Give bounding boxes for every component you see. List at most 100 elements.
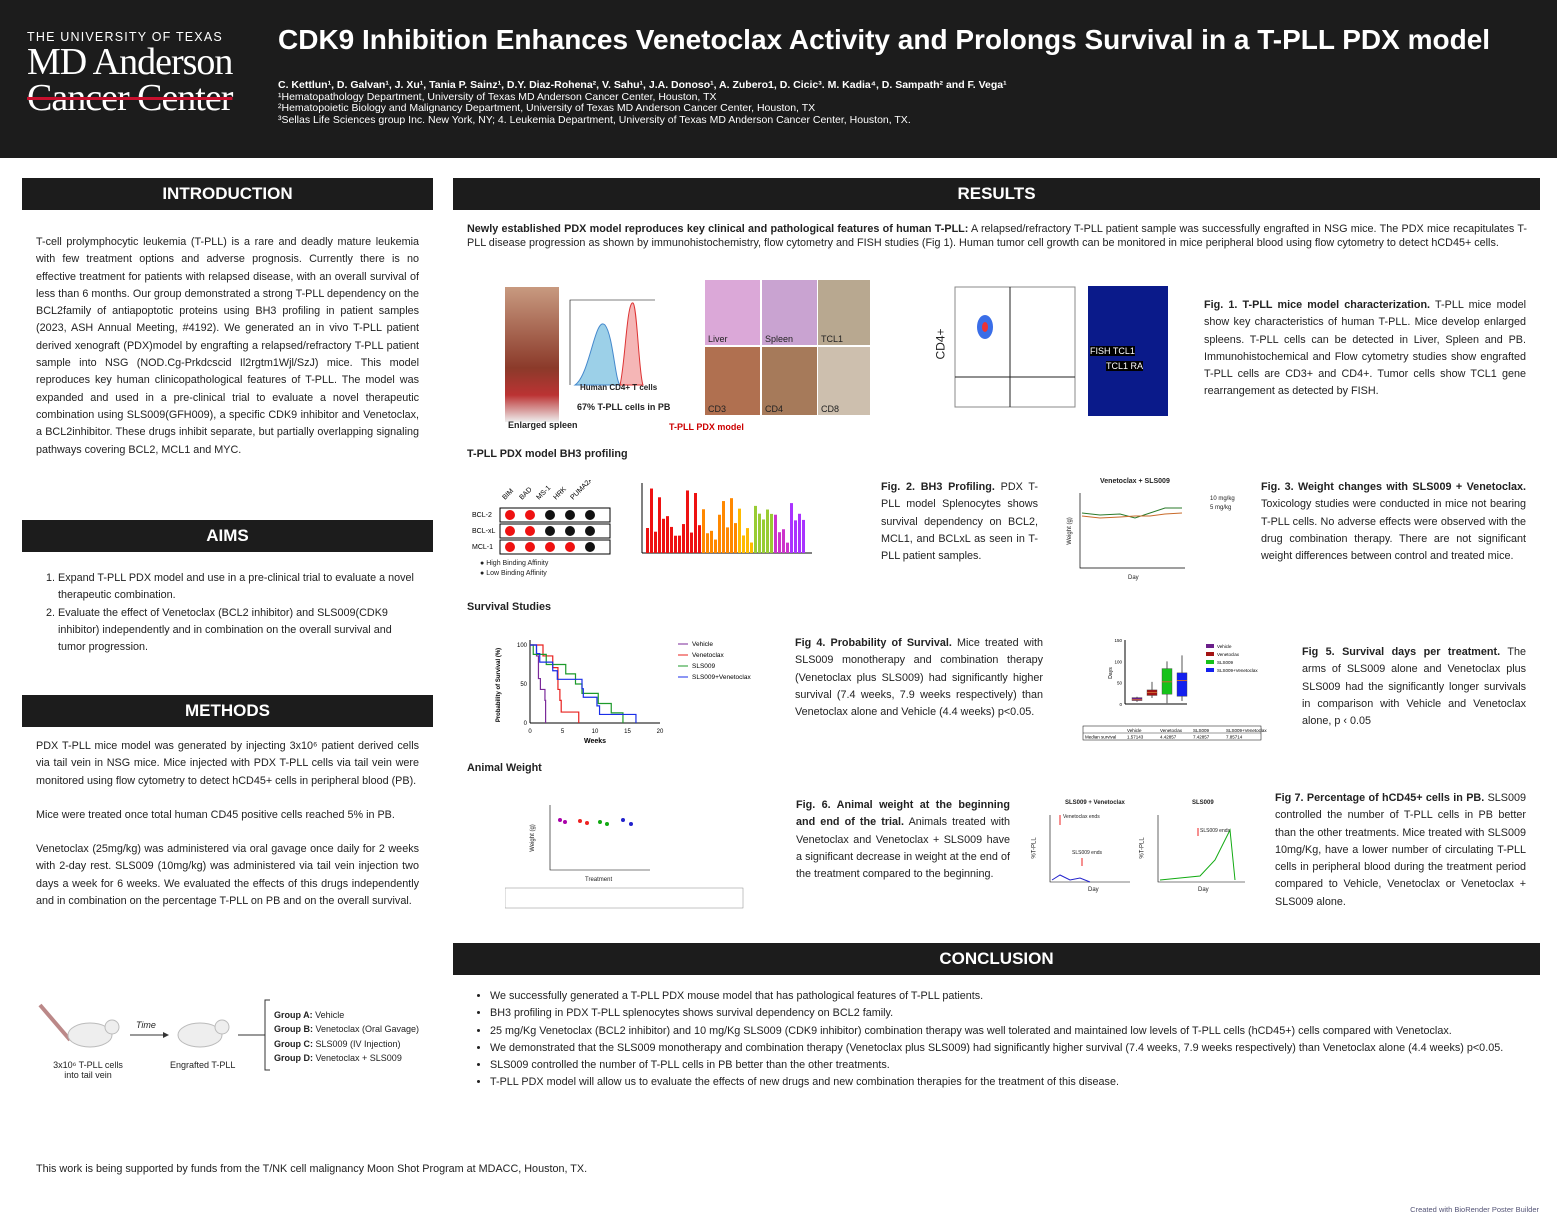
bh3-bar xyxy=(746,528,749,553)
table-header: SLS009+Venetoclax xyxy=(1226,728,1267,733)
figure-3-weight: Venetoclax + SLS009 10 mg/kg 5 mg/kg Day… xyxy=(1060,478,1250,583)
x-axis-label: Weeks xyxy=(584,738,606,745)
box-sls009-venetoclax xyxy=(1176,672,1188,697)
bh3-bar xyxy=(702,509,705,553)
box-vehicle xyxy=(1131,697,1143,701)
y-tick-label: 0 xyxy=(1119,702,1122,707)
peptide-label: BIM xyxy=(501,488,515,502)
time-label: Time xyxy=(136,1020,156,1030)
binding-dot xyxy=(565,526,575,536)
spleen-label: Enlarged spleen xyxy=(508,420,578,430)
binding-dot xyxy=(545,510,555,520)
bh3-bar xyxy=(778,532,781,553)
y-label: Weight (g) xyxy=(1066,517,1073,545)
caption-bold: Fig 7. Percentage of hCD45+ cells in PB. xyxy=(1275,792,1485,804)
conclusion-item: BH3 profiling in PDX T-PLL splenocytes s… xyxy=(490,1005,1528,1022)
x-tick-label: 20 xyxy=(657,729,664,735)
methods-text: PDX T-PLL mice model was generated by in… xyxy=(36,738,419,910)
aims-list: Expand T-PLL PDX model and use in a pre-… xyxy=(36,570,419,656)
y-axis-label: Probability of Survival (%) xyxy=(496,648,502,722)
conclusion-item: T-PLL PDX model will allow us to evaluat… xyxy=(490,1074,1528,1091)
fig4-caption: Fig 4. Probability of Survival. Mice tre… xyxy=(795,635,1043,721)
bh3-bar xyxy=(662,518,665,553)
peptide-label: BAD xyxy=(518,486,533,501)
legend-label: SLS009+Venetoclax xyxy=(692,674,751,681)
caption-bold: Fig 5. Survival days per treatment. xyxy=(1302,646,1501,658)
bh3-bar xyxy=(762,519,765,553)
bh3-bar xyxy=(782,529,785,553)
x-tick-label: 5 xyxy=(561,729,565,735)
grid-row xyxy=(499,523,611,539)
conclusion-item: We demonstrated that the SLS009 monother… xyxy=(490,1040,1528,1057)
legend-swatch xyxy=(1206,660,1214,664)
binding-dot xyxy=(565,542,575,552)
bh3-bar xyxy=(766,509,769,553)
fig2-caption: Fig. 2. BH3 Profiling. PDX T-PLL model S… xyxy=(881,479,1038,565)
engrafted-label: Engrafted T-PLL xyxy=(170,1060,236,1070)
mouse-icon xyxy=(177,1022,223,1048)
conclusion-heading: CONCLUSION xyxy=(453,943,1540,975)
caption-text: Toxicology studies were conducted in mic… xyxy=(1261,498,1526,563)
bh3-bar xyxy=(802,519,805,553)
mdanderson-logo: THE UNIVERSITY OF TEXAS MD Anderson Canc… xyxy=(27,30,267,119)
binding-dot xyxy=(505,510,515,520)
caption-text: Animals treated with Venetoclax and Vene… xyxy=(796,816,1011,881)
poster-title: CDK9 Inhibition Enhances Venetoclax Acti… xyxy=(278,24,1491,55)
figure-6-weight: Treatment Weight (g) xyxy=(504,795,745,910)
y-tick-label: 100 xyxy=(1114,659,1122,664)
annotation: Venetoclax ends xyxy=(1063,814,1100,820)
fig1-caption: Fig. 1. T-PLL mice model characterizatio… xyxy=(1204,297,1526,401)
y-tick-label: 50 xyxy=(520,682,527,688)
caption-bold: Fig. 1. T-PLL mice model characterizatio… xyxy=(1204,299,1431,311)
conclusion-item: We successfully generated a T-PLL PDX mo… xyxy=(490,988,1528,1005)
y-tick-label: 150 xyxy=(1114,638,1122,643)
annotation: SLS009 ends xyxy=(1072,850,1103,856)
binding-dot xyxy=(585,526,595,536)
group-value: Venetoclax (Oral Gavage) xyxy=(313,1024,420,1035)
survival-chart: 0 5 10 15 20 0 50 100 Weeks Probability of Surviv… xyxy=(496,640,751,745)
legend-label: Vehicle xyxy=(1217,644,1232,649)
poster-header: THE UNIVERSITY OF TEXAS MD Anderson Canc… xyxy=(0,0,1557,158)
table-header: Venetoclax xyxy=(1160,728,1183,733)
bh3-bar xyxy=(750,542,753,553)
binding-dot xyxy=(525,510,535,520)
liver-label: Liver xyxy=(708,334,728,344)
x-label: Treatment xyxy=(585,877,613,883)
methods-paragraph: PDX T-PLL mice model was generated by in… xyxy=(36,740,419,787)
annotation: SLS009 ends xyxy=(1200,828,1231,834)
survival-title: Survival Studies xyxy=(467,601,552,613)
y-label: %T-PLL xyxy=(1031,837,1038,859)
hcd4-label: Human CD4+ T cells xyxy=(580,383,658,392)
group-list: Group A: Vehicle Group B: Venetoclax (Or… xyxy=(274,1008,419,1065)
table-cell: 7.42857 xyxy=(1193,735,1210,740)
bh3-bar xyxy=(790,503,793,553)
bh3-bar xyxy=(670,526,673,553)
binding-dot xyxy=(505,542,515,552)
logo-line3: Cancer Center xyxy=(27,77,233,119)
bh3-bar xyxy=(678,535,681,553)
bh3-title: T-PLL PDX model BH3 profiling xyxy=(467,448,628,460)
results-heading: RESULTS xyxy=(453,178,1540,210)
bh3-bar xyxy=(726,527,729,553)
bh3-bar xyxy=(738,508,741,553)
fig3-title: Venetoclax + SLS009 xyxy=(1100,478,1170,485)
tcl1-label: TCL1 xyxy=(821,334,844,344)
group-key: Group A: xyxy=(274,1010,313,1020)
methods-paragraph: Venetoclax (25mg/kg) was administered vi… xyxy=(36,843,419,908)
bh3-bar xyxy=(774,514,777,553)
x-tick-label: 15 xyxy=(624,729,631,735)
legend-swatch xyxy=(1206,652,1214,656)
mouse-icon xyxy=(67,1022,113,1048)
bh3-bar xyxy=(698,525,701,553)
caption-bold: Fig 4. Probability of Survival. xyxy=(795,637,952,649)
caption-text: T-PLL mice model show key characteristic… xyxy=(1204,299,1526,398)
author-block: C. Kettlun¹, D. Galvan¹, J. Xu¹, Tania P… xyxy=(278,79,1007,126)
legend-label: SLS009 xyxy=(692,663,716,670)
row-label: BCL-xL xyxy=(472,528,495,535)
results-lead: Newly established PDX model reproduces k… xyxy=(467,222,1527,250)
caption-text: PDX T-PLL model Splenocytes shows surviv… xyxy=(881,481,1038,563)
intro-text: T-cell prolymphocytic leukemia (T-PLL) i… xyxy=(36,236,419,456)
survival-days-boxplot: 0 50 100 150 Days Median survival Vehicle Vehic… xyxy=(1082,638,1267,741)
binding-dot xyxy=(505,526,515,536)
legend-item: 5 mg/kg xyxy=(1210,505,1232,511)
